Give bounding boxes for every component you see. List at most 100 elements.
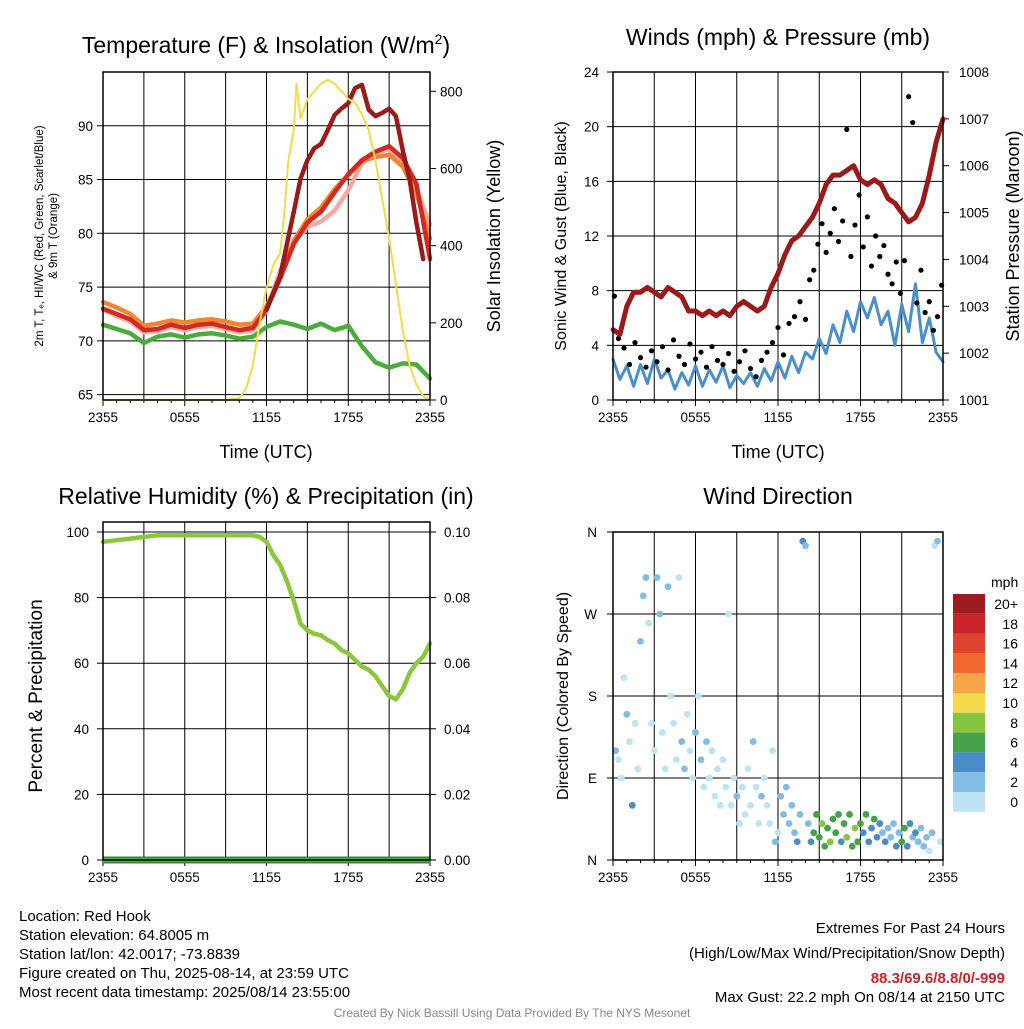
direction-point: [711, 792, 719, 800]
extremes-subtitle: (High/Low/Max Wind/Precipitation/Snow De…: [689, 945, 1005, 962]
temperature-insolation-panel: 2355 0555 1155 1755 2355 65 70 75 80 85 90 0 200 400 6…: [34, 31, 504, 462]
y-tick-label: 80: [78, 226, 93, 241]
gust-point: [844, 126, 850, 132]
direction-point: [843, 833, 851, 841]
y-tick-label: 90: [78, 119, 93, 134]
legend-label: 18: [1002, 616, 1018, 632]
direction-point: [708, 747, 716, 755]
x-tick-label: 0555: [170, 870, 200, 885]
direction-point: [725, 610, 732, 618]
direction-point: [678, 738, 686, 745]
direction-point: [925, 847, 933, 855]
direction-point: [722, 783, 730, 791]
gust-point: [626, 361, 633, 368]
y-tick-label: 0: [591, 393, 599, 408]
y2-tick-label: 800: [440, 84, 463, 99]
direction-point: [631, 719, 639, 727]
gust-point: [815, 241, 821, 247]
recent-timestamp-text: Most recent data timestamp: 2025/08/14 2…: [19, 984, 351, 1001]
direction-point: [697, 756, 705, 764]
legend-swatch: [953, 633, 985, 654]
direction-point: [689, 774, 697, 782]
y-tick-label: 12: [584, 229, 599, 244]
direction-point: [802, 542, 809, 550]
gust-point: [897, 290, 903, 296]
direction-point: [741, 811, 749, 818]
y-tick-label: 24: [584, 65, 600, 80]
gust-point: [807, 277, 813, 283]
legend-label: 0: [1010, 794, 1018, 810]
winds-pressure-panel: 2355 0555 1155 1755 2355 0 4 8 12 16 20 24 1001 1002 1…: [553, 24, 1023, 462]
gust-point: [827, 230, 833, 236]
direction-point: [623, 710, 631, 718]
direction-point: [675, 574, 683, 581]
gust-point: [780, 352, 787, 358]
direction-point: [928, 829, 936, 837]
y-tick-label: W: [584, 607, 597, 622]
direction-point: [788, 801, 796, 809]
direction-point: [692, 729, 699, 736]
legend-label: 10: [1002, 695, 1018, 711]
x-tick-label: 2355: [598, 870, 628, 885]
legend-swatch: [953, 772, 985, 792]
y-tick-label: 80: [74, 591, 89, 606]
legend-swatch: [953, 752, 985, 773]
y2-tick-label: 1007: [959, 112, 989, 127]
direction-point: [719, 756, 727, 764]
temp-y2-axis-label: Solar Insolation (Yellow): [484, 140, 504, 332]
gust-point: [860, 244, 866, 250]
direction-point: [626, 738, 633, 745]
gust-point: [720, 361, 726, 368]
x-tick-label: 1755: [333, 410, 363, 425]
direction-point: [749, 738, 757, 745]
y2-tick-label: 1004: [959, 252, 990, 267]
gust-point: [615, 335, 622, 342]
gust-point: [914, 300, 920, 306]
gust-point: [852, 222, 858, 228]
y-tick-label: 75: [78, 280, 93, 295]
location-text: Location: Red Hook: [19, 908, 151, 925]
gust-point: [868, 263, 875, 269]
direction-point: [785, 820, 793, 827]
wind-y-label-text: Sonic Wind & Gust (Blue, Black): [553, 121, 570, 350]
y-tick-label: 60: [74, 656, 89, 671]
gust-point: [873, 233, 879, 239]
gust-point: [637, 355, 644, 361]
y2-tick-label: 0.06: [444, 656, 470, 671]
direction-point: [733, 792, 741, 800]
y2-tick-label: 1008: [959, 65, 989, 80]
direction-point: [898, 838, 906, 846]
gust-point: [864, 214, 870, 220]
direction-point: [854, 838, 862, 846]
direction-point: [714, 765, 721, 773]
y2-tick-label: 0.08: [444, 591, 470, 606]
y-tick-label: 20: [584, 120, 599, 135]
direction-point: [846, 811, 853, 818]
extremes-title: Extremes For Past 24 Hours: [815, 920, 1005, 937]
y-tick-label: 40: [74, 722, 89, 737]
direction-point: [766, 820, 774, 827]
direction-point: [774, 829, 782, 837]
direction-point: [832, 829, 840, 837]
direction-point: [752, 783, 760, 791]
max-gust-text: Max Gust: 22.2 mph On 08/14 at 2150 UTC: [714, 989, 1005, 1006]
wind-y2-label-text: Station Pressure (Maroon): [1003, 130, 1023, 341]
direction-point: [857, 820, 864, 827]
y-tick-label: 4: [591, 338, 599, 353]
direction-point: [661, 765, 669, 773]
temp-y-label-line1: 2m T, Tₑ, HI/WC (Red, Green, Scarlet/Blu…: [34, 125, 46, 346]
gust-point: [791, 314, 798, 320]
direction-point: [634, 765, 642, 773]
direction-point: [807, 838, 815, 846]
wind-x-axis-label: Time (UTC): [731, 442, 824, 462]
legend-label: 8: [1010, 715, 1018, 731]
gust-point: [819, 221, 825, 227]
y-tick-label: N: [587, 525, 597, 540]
x-tick-label: 0555: [170, 410, 200, 425]
direction-point: [760, 774, 768, 782]
direction-point: [620, 674, 628, 682]
gust-point: [687, 341, 693, 347]
gust-point: [802, 316, 809, 322]
gust-point: [901, 258, 908, 264]
